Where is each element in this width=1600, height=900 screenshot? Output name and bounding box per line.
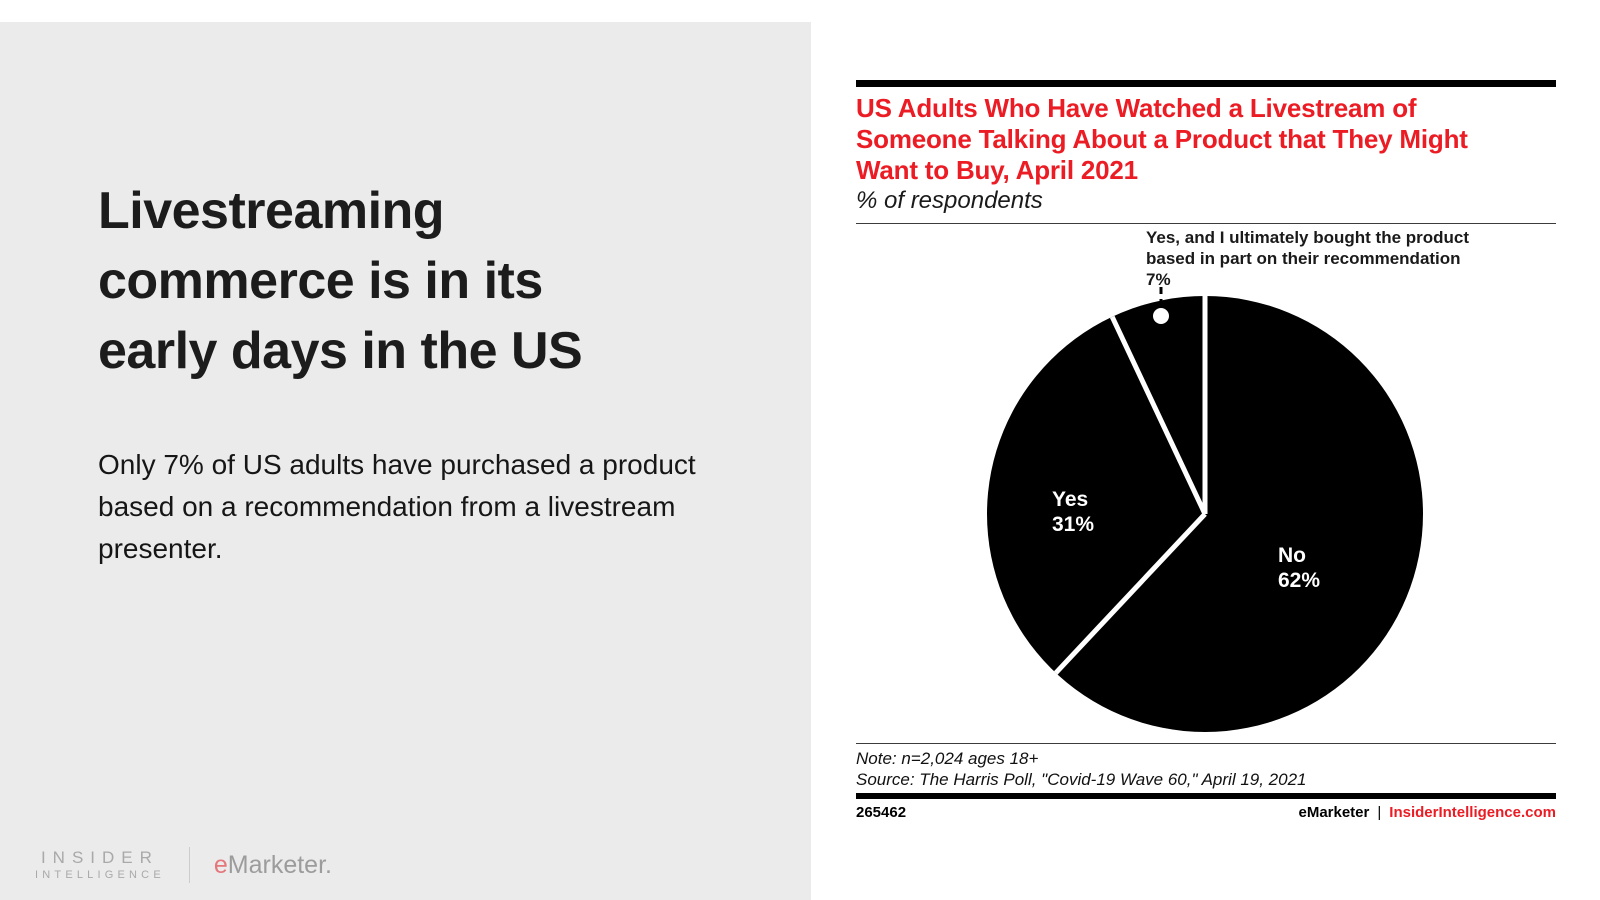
chart-title: US Adults Who Have Watched a Livestream … xyxy=(856,93,1556,186)
logo-divider xyxy=(188,847,190,883)
insider-logo-line-1: INSIDER xyxy=(40,848,159,867)
emarketer-logo-rest: Marketer. xyxy=(227,851,332,879)
callout-label: Yes, and I ultimately bought the product… xyxy=(1146,227,1469,290)
headline-line-2: commerce is in its xyxy=(98,252,543,310)
insider-intelligence-logo: INSIDER INTELLIGENCE xyxy=(35,848,165,882)
chart-note: Note: n=2,024 ages 18+ xyxy=(856,749,1039,768)
pie-label-yes-pct: 31% xyxy=(1052,513,1094,536)
pie-label-no-pct: 62% xyxy=(1278,569,1320,592)
chart-source: Source: The Harris Poll, "Covid-19 Wave … xyxy=(856,770,1307,789)
chart-title-line-3: Want to Buy, April 2021 xyxy=(856,155,1138,185)
pie-chart: Yes, and I ultimately bought the product… xyxy=(856,223,1556,744)
chart-notes: Note: n=2,024 ages 18+ Source: The Harri… xyxy=(856,744,1556,790)
chart-bottom-rule xyxy=(856,793,1556,799)
chart-id: 265462 xyxy=(856,804,907,821)
pie-svg: Yes 31% No 62% xyxy=(987,287,1423,732)
chart-title-line-2: Someone Talking About a Product that The… xyxy=(856,124,1468,154)
callout-value: 7% xyxy=(1146,270,1171,289)
callout-line-2: based in part on their recommendation xyxy=(1146,249,1461,268)
pie-separator-yes-7 xyxy=(1109,315,1208,516)
headline-line-3: early days in the US xyxy=(98,322,583,380)
footer-branding: eMarketer | InsiderIntelligence.com xyxy=(1298,804,1556,821)
chart-panel: US Adults Who Have Watched a Livestream … xyxy=(856,80,1556,821)
headline-line-1: Livestreaming xyxy=(98,182,445,240)
insider-logo-line-2: INTELLIGENCE xyxy=(35,869,165,881)
pie-separator-no-yes xyxy=(1053,512,1207,675)
brand-logos: INSIDER INTELLIGENCE eMarketer. xyxy=(35,842,332,888)
summary-text: Only 7% of US adults have purchased a pr… xyxy=(98,449,696,564)
chart-footer: 265462 eMarketer | InsiderIntelligence.com xyxy=(856,804,1556,821)
chart-subtitle: % of respondents xyxy=(856,187,1043,214)
footer-site-link[interactable]: InsiderIntelligence.com xyxy=(1389,804,1556,821)
footer-brand: eMarketer xyxy=(1298,804,1370,821)
emarketer-logo-e: e xyxy=(213,851,228,879)
footer-separator: | xyxy=(1377,804,1382,821)
emarketer-logo: eMarketer. xyxy=(214,851,332,879)
headline: Livestreaming commerce is in its early d… xyxy=(98,176,738,386)
chart-title-line-1: US Adults Who Have Watched a Livestream … xyxy=(856,93,1417,123)
pie-label-yes: Yes xyxy=(1052,488,1088,511)
left-panel: Livestreaming commerce is in its early d… xyxy=(0,22,811,900)
pie-label-no: No xyxy=(1278,544,1306,567)
callout-dot xyxy=(1153,308,1169,324)
chart-top-rule xyxy=(856,80,1556,87)
callout-line-1: Yes, and I ultimately bought the product xyxy=(1146,228,1470,247)
